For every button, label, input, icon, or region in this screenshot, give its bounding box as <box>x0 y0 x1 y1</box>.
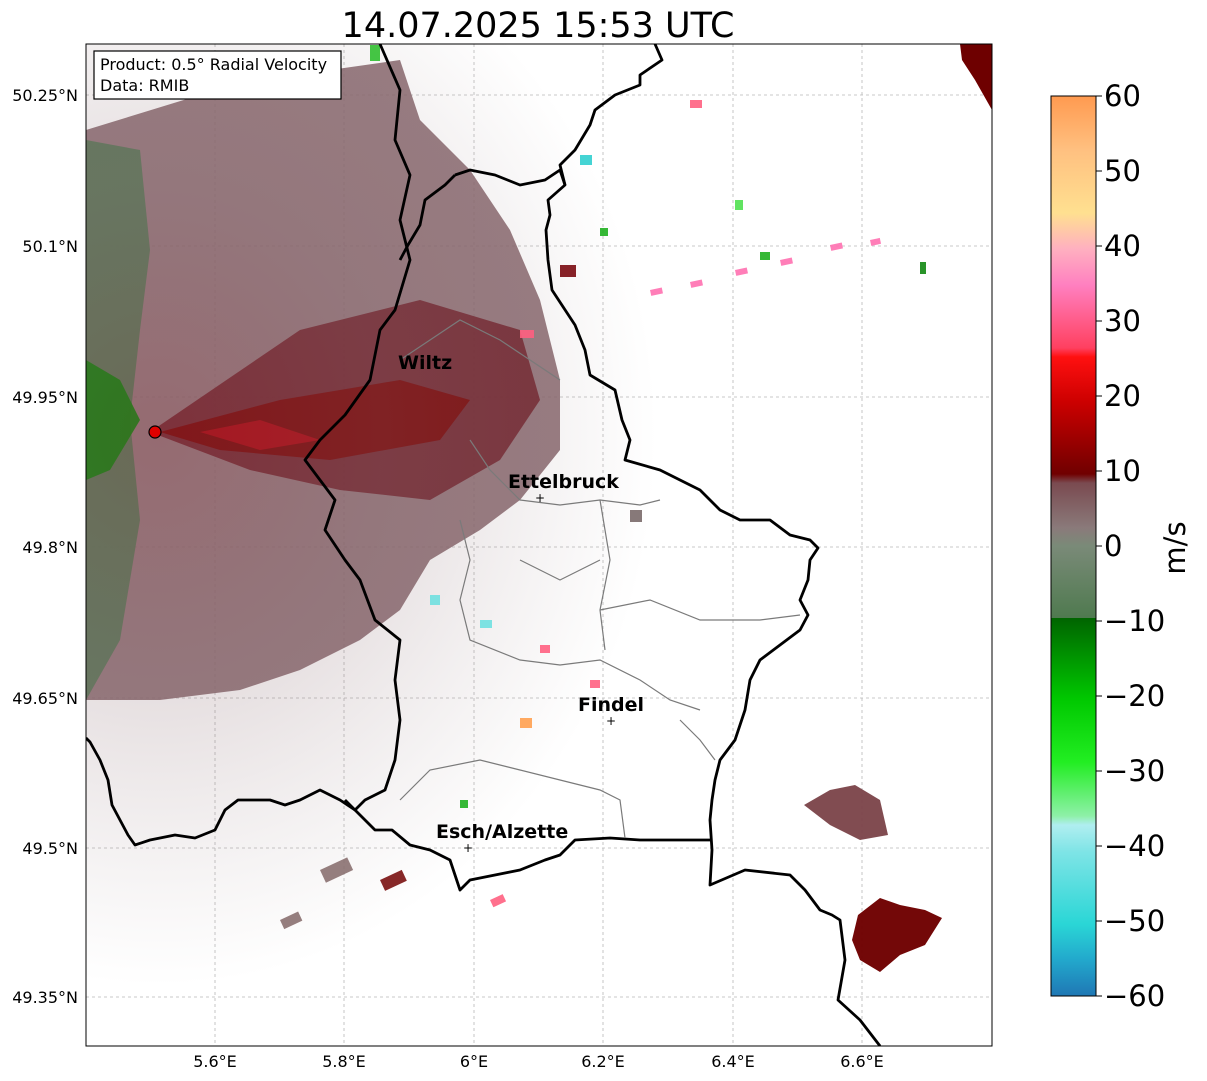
lon-tick-label: 6.6°E <box>840 1052 884 1071</box>
lon-tick-label: 5.6°E <box>193 1052 237 1071</box>
lon-axis: 5.6°E 5.8°E 6°E 6.2°E 6.4°E 6.6°E <box>193 1052 884 1071</box>
city-marker-icon: + <box>535 491 545 505</box>
colorbar-tick-label: −40 <box>1104 829 1165 863</box>
colorbar-tick-label: −10 <box>1104 604 1165 638</box>
lon-tick-label: 6.4°E <box>711 1052 755 1071</box>
country-borders <box>86 44 882 1046</box>
lat-tick-label: 49.95°N <box>12 388 78 407</box>
colorbar-tick-label: 40 <box>1104 229 1141 263</box>
lat-tick-label: 49.8°N <box>22 538 78 557</box>
colorbar-tick-label: −20 <box>1104 679 1165 713</box>
lon-tick-label: 6°E <box>460 1052 488 1071</box>
canton-borders <box>399 319 801 839</box>
city-label-wiltz: Wiltz <box>398 352 452 374</box>
lon-tick-label: 5.8°E <box>322 1052 366 1071</box>
map-title: 14.07.2025 15:53 UTC <box>342 6 735 46</box>
radar-echo-field <box>86 44 992 1046</box>
lat-tick-label: 49.5°N <box>22 839 78 858</box>
colorbar-tick-label: 60 <box>1104 79 1141 113</box>
data-source-label: Data: RMIB <box>100 76 189 95</box>
colorbar-tick-label: 0 <box>1104 529 1122 563</box>
radar-site-marker <box>148 425 162 439</box>
colorbar-tick-label: −30 <box>1104 754 1165 788</box>
lat-tick-label: 50.1°N <box>22 237 78 256</box>
city-label-ettelbruck: Ettelbruck <box>508 471 619 493</box>
city-findel: Findel + <box>578 694 644 728</box>
colorbar-tick-label: 10 <box>1104 454 1141 488</box>
colorbar-tick-label: 30 <box>1104 304 1141 338</box>
map-area: Wiltz Ettelbruck + Findel + Esch/Alzette… <box>86 44 992 1046</box>
city-wiltz: Wiltz <box>398 352 452 374</box>
colorbar-tick-label: 20 <box>1104 379 1141 413</box>
lat-axis: 50.25°N 50.1°N 49.95°N 49.8°N 49.65°N 49… <box>12 86 78 1007</box>
lon-tick-label: 6.2°E <box>581 1052 625 1071</box>
colorbar-tick-label: 50 <box>1104 154 1141 188</box>
city-label-findel: Findel <box>578 694 644 716</box>
city-marker-icon: + <box>606 714 616 728</box>
city-ettelbruck: Ettelbruck + <box>508 471 619 505</box>
city-label-esch-alzette: Esch/Alzette <box>436 821 568 843</box>
colorbar-unit-label: m/s <box>1158 521 1192 574</box>
lat-tick-label: 49.35°N <box>12 988 78 1007</box>
colorbar-gradient <box>1050 95 1097 997</box>
city-esch-alzette: Esch/Alzette + <box>436 821 568 855</box>
info-box: Product: 0.5° Radial Velocity Data: RMIB <box>93 50 342 100</box>
map-frame <box>85 43 993 1047</box>
lat-tick-label: 49.65°N <box>12 689 78 708</box>
colorbar-tick-label: −50 <box>1104 904 1165 938</box>
lat-tick-label: 50.25°N <box>12 86 78 105</box>
product-label: Product: 0.5° Radial Velocity <box>100 55 327 74</box>
city-marker-icon: + <box>463 841 473 855</box>
colorbar-tick-label: −60 <box>1104 979 1165 1013</box>
colorbar: 60 50 40 30 20 10 0 −10 −20 −30 −40 −50 … <box>1050 79 1192 1013</box>
